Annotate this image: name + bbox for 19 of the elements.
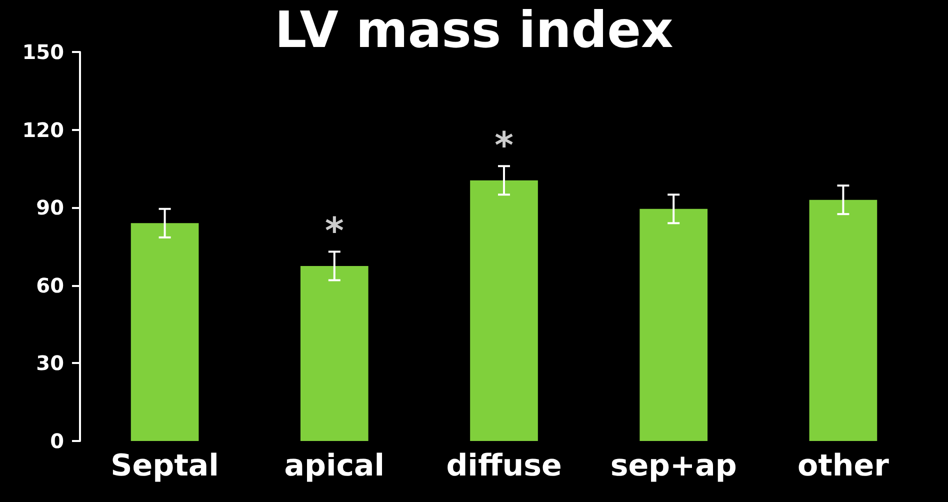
y-tick-label: 0 [50,429,64,453]
y-tick-label: 150 [22,40,64,64]
bar [640,208,708,441]
annotation: * [324,211,344,252]
x-tick-label: diffuse [446,448,562,484]
bar [300,266,368,441]
y-tick-label: 30 [36,351,64,376]
bar [809,200,878,441]
chart-title: LV mass index [274,1,674,59]
y-tick-label: 90 [36,196,64,220]
bar [470,180,538,441]
x-tick-label: apical [284,448,385,484]
y-tick-label: 120 [22,118,64,142]
x-tick-label: sep+ap [610,448,737,484]
x-tick-label: Septal [110,448,219,484]
y-tick-label: 60 [36,273,64,298]
x-tick-label: other [797,448,890,484]
bar [130,223,199,441]
annotation: * [494,126,514,167]
